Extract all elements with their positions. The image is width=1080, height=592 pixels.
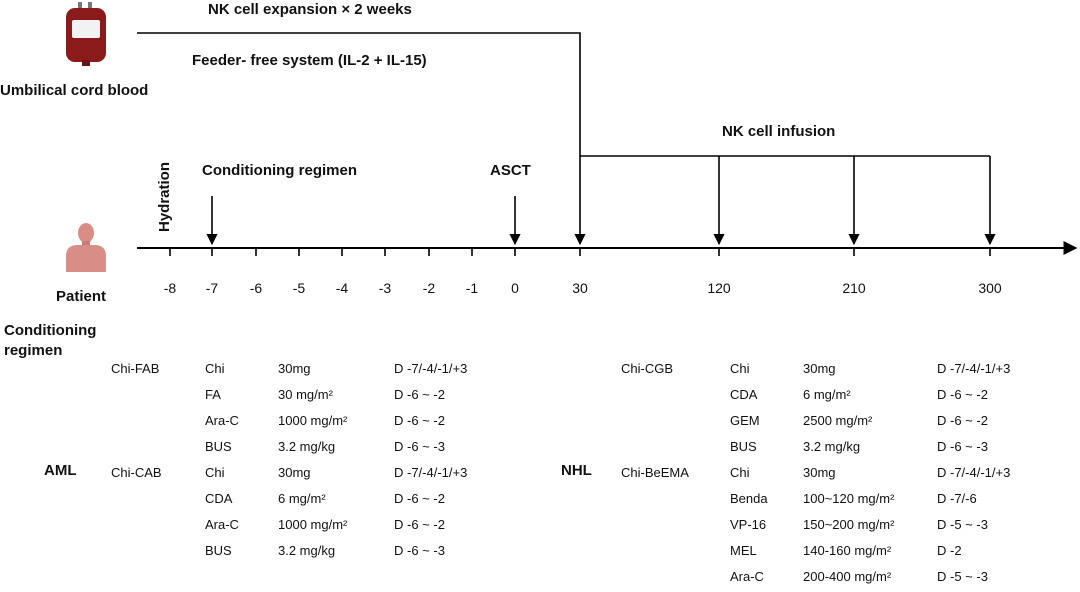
tick-label: -3 [378,280,392,296]
drug-dose: 3.2 mg/kg [278,543,336,558]
drug-days: D -6 ~ -2 [937,387,988,402]
drug-name: CDA [730,387,758,402]
conditioning-label: Conditioning regimen [202,162,357,179]
drug-name: Ara-C [205,517,239,532]
regimen-name: Chi-CAB [111,465,162,480]
drug-days: D -6 ~ -3 [937,439,988,454]
system-label: Feeder- free system (IL-2 + IL-15) [192,52,427,69]
drug-dose: 150~200 mg/m² [803,517,895,532]
tick-label: 300 [978,280,1002,296]
tick-label: -7 [205,280,219,296]
drug-days: D -6 ~ -2 [394,387,445,402]
drug-name: GEM [730,413,760,428]
drug-dose: 30mg [803,465,836,480]
source-label: Umbilical cord blood [0,82,149,99]
person-icon [66,223,106,272]
drug-dose: 3.2 mg/kg [803,439,861,454]
drug-dose: 30mg [278,361,311,376]
drug-days: D -7/-4/-1/+3 [937,361,1011,376]
drug-name: CDA [205,491,233,506]
drug-days: D -2 [937,543,962,558]
drug-name: FA [205,387,221,402]
expansion-bracket [137,32,586,246]
regimen-name: Chi-FAB [111,361,160,376]
drug-name: Chi [205,361,225,376]
drug-days: D -7/-6 [937,491,977,506]
drug-days: D -7/-4/-1/+3 [394,361,468,376]
drug-dose: 100~120 mg/m² [803,491,895,506]
regimen-title: Conditioning regimen [4,322,97,359]
drug-days: D -6 ~ -2 [937,413,988,428]
tick-label: -1 [465,280,479,296]
drug-days: D -5 ~ -3 [937,569,988,584]
drug-name: VP-16 [730,517,767,532]
drug-name: Chi [730,465,750,480]
drug-dose: 30mg [803,361,836,376]
drug-days: D -6 ~ -2 [394,491,445,506]
drug-days: D -7/-4/-1/+3 [394,465,468,480]
tick-label: -8 [163,280,177,296]
drug-name: Benda [730,491,768,506]
drug-dose: 30mg [278,465,311,480]
blood-bag-icon [66,2,106,66]
tick-label: -5 [292,280,306,296]
drug-days: D -6 ~ -2 [394,517,445,532]
drug-days: D -6 ~ -2 [394,413,445,428]
tick-label: 210 [842,280,866,296]
hydration-label: Hydration [156,161,173,232]
drug-name: BUS [205,543,232,558]
tick-label: -4 [335,280,349,296]
asct-label: ASCT [490,162,531,179]
drug-dose: 6 mg/m² [278,491,326,506]
drug-name: BUS [730,439,757,454]
drug-days: D -5 ~ -3 [937,517,988,532]
drug-name: BUS [205,439,232,454]
drug-dose: 2500 mg/m² [803,413,873,428]
drug-name: Ara-C [205,413,239,428]
drug-dose: 200-400 mg/m² [803,569,892,584]
tick-label: -6 [249,280,263,296]
tick-label: -2 [422,280,436,296]
drug-name: Chi [205,465,225,480]
tick-label: 0 [511,280,519,296]
expansion-label: NK cell expansion × 2 weeks [208,1,412,18]
drug-dose: 1000 mg/m² [278,517,348,532]
drug-dose: 140-160 mg/m² [803,543,892,558]
regimen-name: Chi-CGB [621,361,674,376]
aml-label: AML [44,462,77,479]
drug-days: D -7/-4/-1/+3 [937,465,1011,480]
drug-dose: 1000 mg/m² [278,413,348,428]
drug-name: MEL [730,543,757,558]
regimen-name: Chi-BeEMA [621,465,689,480]
patient-label: Patient [56,288,107,305]
drug-dose: 3.2 mg/kg [278,439,336,454]
tick-label: 30 [572,280,588,296]
infusion-label: NK cell infusion [722,123,836,140]
drug-days: D -6 ~ -3 [394,439,445,454]
drug-name: Chi [730,361,750,376]
tick-label: 120 [707,280,731,296]
drug-dose: 30 mg/m² [278,387,333,402]
drug-dose: 6 mg/m² [803,387,851,402]
drug-days: D -6 ~ -3 [394,543,445,558]
tick-marks [169,248,991,256]
nhl-label: NHL [561,462,592,479]
drug-name: Ara-C [730,569,764,584]
